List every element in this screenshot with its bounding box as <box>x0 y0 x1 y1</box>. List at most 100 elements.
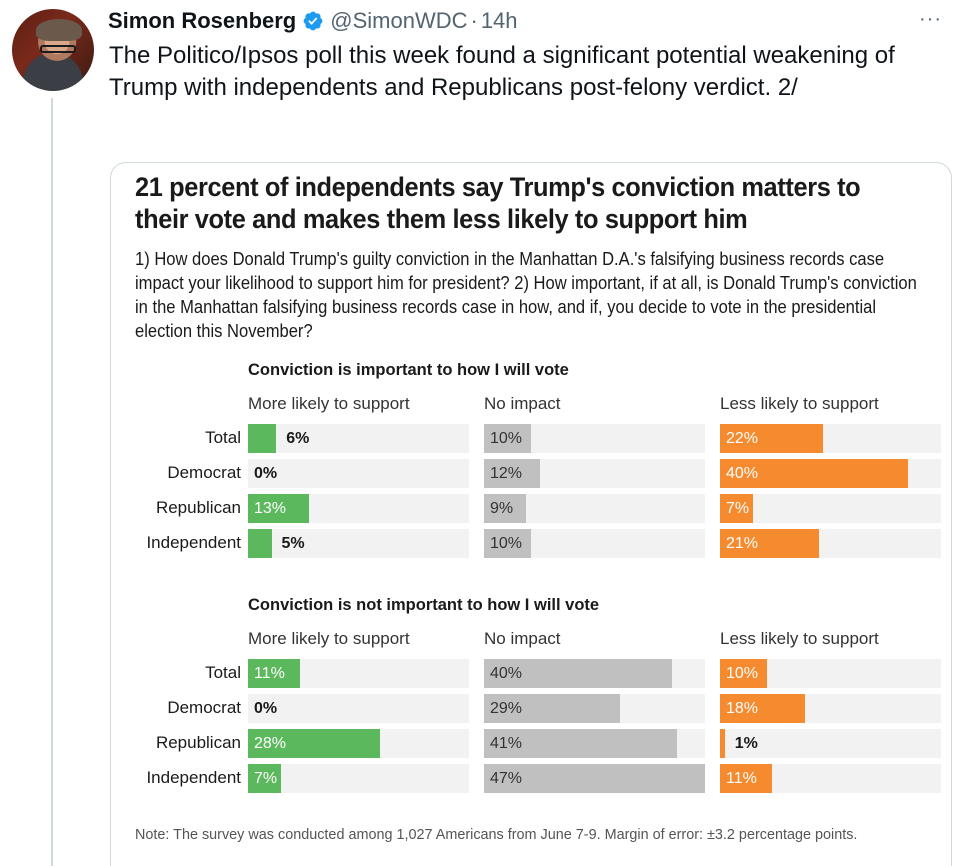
tweet-text: The Politico/Ipsos poll this week found … <box>109 42 895 101</box>
column-header: No impact <box>484 394 561 413</box>
bar-track: 28% <box>248 729 469 758</box>
data-label: 40% <box>726 465 759 482</box>
author-handle[interactable]: @SimonWDC <box>330 8 468 33</box>
bar <box>484 764 705 793</box>
bar <box>484 694 621 723</box>
bar-track: 10% <box>484 424 705 453</box>
row-label: Republican <box>155 733 241 752</box>
bar-track: 6% <box>248 424 469 453</box>
bar <box>248 424 277 453</box>
column-header: Less likely to support <box>720 629 879 648</box>
data-label: 9% <box>490 500 514 517</box>
panel-title: Conviction is not important to how I wil… <box>248 596 600 614</box>
data-label: 41% <box>490 735 523 752</box>
row-label: Total <box>205 428 241 447</box>
bar-track: 40% <box>720 459 941 488</box>
bar <box>484 459 541 488</box>
bar <box>248 529 272 558</box>
data-label: 10% <box>726 665 759 682</box>
separator-dot: · <box>470 8 478 33</box>
verified-badge-icon <box>303 11 323 31</box>
data-label: 1% <box>734 735 758 752</box>
bar-track: 11% <box>720 764 941 793</box>
bar-track: 10% <box>484 529 705 558</box>
bar <box>484 659 673 688</box>
data-label: 0% <box>254 700 278 717</box>
avatar-hair <box>36 19 82 41</box>
data-label: 7% <box>254 770 278 787</box>
data-label: 21% <box>726 535 759 552</box>
bar <box>720 459 909 488</box>
data-label: 10% <box>490 430 523 447</box>
bar-track: 47% <box>484 764 705 793</box>
bar-track: 29% <box>484 694 705 723</box>
bar <box>248 659 300 688</box>
timestamp[interactable]: 14h <box>480 8 518 33</box>
chart-image-card[interactable]: 21 percent of independents say Trump's c… <box>110 162 952 866</box>
author-name[interactable]: Simon Rosenberg <box>108 8 297 33</box>
bar-track: 12% <box>484 459 705 488</box>
bar <box>720 659 768 688</box>
data-label: 18% <box>726 700 759 717</box>
bar-track: 1% <box>720 729 941 758</box>
data-label: 40% <box>490 665 523 682</box>
column-header: More likely to support <box>248 629 410 648</box>
data-label: 12% <box>490 465 523 482</box>
row-label: Democrat <box>167 463 241 482</box>
data-label: 28% <box>254 735 287 752</box>
row-label: Democrat <box>167 698 241 717</box>
avatar-glasses <box>40 45 76 53</box>
bar-track: 7% <box>720 494 941 523</box>
data-label: 47% <box>490 770 523 787</box>
bar-track: 9% <box>484 494 705 523</box>
column-header: No impact <box>484 629 561 648</box>
data-label: 11% <box>254 665 285 682</box>
bar <box>484 729 677 758</box>
data-label: 0% <box>254 465 278 482</box>
column-header: More likely to support <box>248 394 410 413</box>
data-label: 22% <box>726 430 759 447</box>
data-label: 7% <box>726 500 750 517</box>
bar <box>248 494 310 523</box>
bar-track: 21% <box>720 529 941 558</box>
row-label: Republican <box>155 498 241 517</box>
bar-track: 22% <box>720 424 941 453</box>
bar <box>720 729 725 758</box>
bar-track: 11% <box>248 659 469 688</box>
chart-subtitle: 1) How does Donald Trump's guilty convic… <box>135 249 917 341</box>
bar <box>720 529 819 558</box>
bar <box>248 764 281 793</box>
data-label: 29% <box>490 700 523 717</box>
panel-title: Conviction is important to how I will vo… <box>248 361 569 379</box>
bar-track: 41% <box>484 729 705 758</box>
row-label: Total <box>205 663 241 682</box>
bar <box>484 529 532 558</box>
tweet-header: Simon Rosenberg @SimonWDC · 14h <box>108 6 518 36</box>
row-label: Independent <box>146 768 241 787</box>
column-header: Less likely to support <box>720 394 879 413</box>
data-label: 11% <box>726 770 757 787</box>
chart-note: Note: The survey was conducted among 1,0… <box>135 826 858 843</box>
bar-track: 18% <box>720 694 941 723</box>
bar <box>720 494 753 523</box>
bar-track: 10% <box>720 659 941 688</box>
bar <box>248 729 380 758</box>
bar <box>720 424 824 453</box>
bar <box>720 764 772 793</box>
bar <box>484 494 527 523</box>
bar <box>484 424 532 453</box>
data-label: 6% <box>286 430 310 447</box>
bar-track: 0% <box>248 694 469 723</box>
bar-track: 7% <box>248 764 469 793</box>
bar-track: 5% <box>248 529 469 558</box>
avatar[interactable] <box>12 9 94 91</box>
bar <box>720 694 805 723</box>
data-label: 5% <box>281 535 305 552</box>
data-label: 10% <box>490 535 523 552</box>
row-label: Independent <box>146 533 241 552</box>
thread-line <box>51 98 53 866</box>
data-label: 13% <box>254 500 287 517</box>
bar-track: 0% <box>248 459 469 488</box>
bar-track: 13% <box>248 494 469 523</box>
more-options-icon[interactable]: ··· <box>919 8 942 30</box>
